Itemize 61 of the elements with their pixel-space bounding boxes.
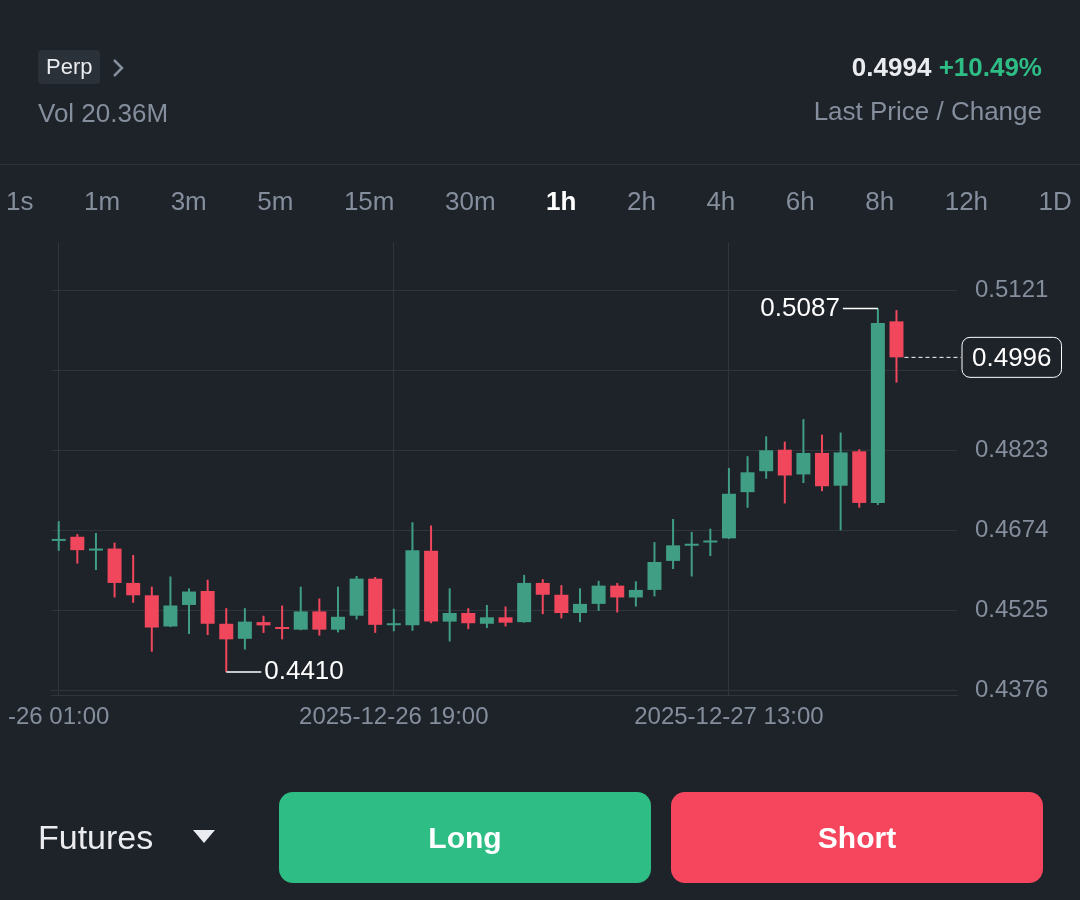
candlestick: [759, 435, 774, 480]
candlestick: [610, 581, 625, 614]
candlestick: [182, 587, 197, 635]
y-tick-label: 0.4376: [975, 674, 1049, 702]
text: Short: [671, 792, 1043, 883]
text: Long: [279, 792, 651, 883]
candlestick: [591, 579, 606, 612]
candlestick: [461, 607, 476, 631]
text: Last Price / Change: [813, 96, 1042, 127]
candlestick: [740, 455, 755, 509]
candlestick: [163, 575, 178, 628]
annotation: 0.5087: [760, 291, 840, 322]
text: 3m: [170, 186, 207, 217]
text: 2h: [626, 186, 656, 217]
text: 1D: [1038, 186, 1072, 217]
candlestick: [126, 554, 141, 604]
candlestick: [70, 533, 85, 565]
text: +10.49%: [938, 52, 1042, 82]
y-tick-label: 0.4525: [975, 594, 1049, 622]
text: 1m: [83, 186, 121, 217]
text: Perp: [38, 50, 101, 84]
candlestick: [628, 580, 643, 608]
x-tick-label: 2025-12-26 19:00: [299, 702, 489, 730]
candlestick: [237, 607, 252, 651]
chart-subtitle: Vol 20.36M: [38, 98, 169, 129]
candlestick: [219, 607, 234, 674]
text: 30m: [445, 186, 496, 217]
text: 6h: [785, 186, 815, 217]
text: 1h: [546, 186, 577, 217]
candlestick: [703, 527, 718, 558]
candlestick: [535, 578, 550, 616]
y-tick-label: 0.4823: [975, 434, 1049, 462]
text: 15m: [343, 186, 395, 217]
text: 5m: [257, 186, 294, 217]
text: 12h: [944, 186, 989, 217]
candlestick: [330, 585, 345, 634]
candlestick: [554, 584, 569, 620]
text: Futures: [38, 818, 154, 857]
candlestick: [666, 518, 681, 570]
candlestick: [573, 587, 587, 624]
text: 4h: [706, 186, 736, 217]
text: 0.4994: [851, 52, 932, 82]
candlestick: [498, 605, 513, 628]
x-tick-label: 2025-12-27 13:00: [634, 702, 824, 730]
text: 8h: [865, 186, 895, 217]
candlestick: [51, 520, 66, 552]
candlestick: [442, 587, 457, 643]
candlestick: [684, 530, 699, 578]
text: 1s: [6, 186, 34, 217]
annotation: 0.4410: [264, 655, 344, 686]
x-tick-label: -26 01:00: [8, 702, 110, 730]
candlestick: [386, 607, 401, 633]
candlestick: [312, 597, 327, 637]
candlestick: [479, 603, 494, 630]
ref-line-label: 0.4996: [972, 341, 1052, 372]
y-tick-label: 0.5121: [975, 274, 1049, 302]
candlestick: [88, 531, 103, 572]
candlestick: [275, 604, 290, 641]
candlestick: [293, 585, 308, 632]
candlestick: [796, 418, 811, 485]
y-tick-label: 0.4674: [975, 514, 1049, 542]
